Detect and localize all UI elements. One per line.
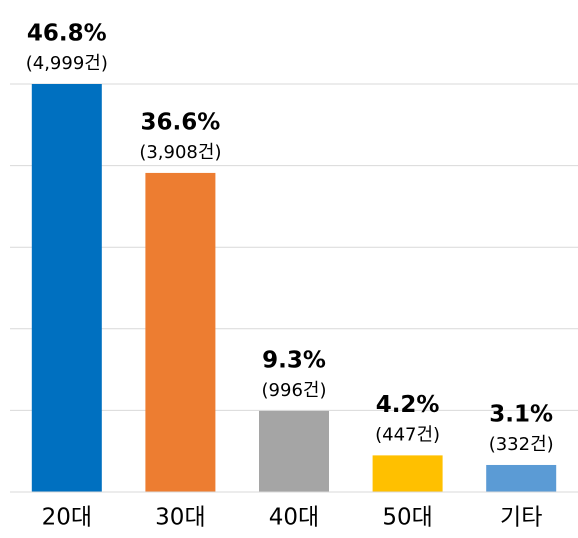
value-label: 3.1% (489, 401, 553, 427)
count-label: (447건) (375, 424, 440, 445)
x-tick-label: 50대 (382, 505, 432, 531)
count-label: (996건) (262, 380, 327, 401)
value-label: 36.6% (141, 109, 221, 135)
x-tick-label: 40대 (269, 505, 319, 531)
x-tick-label: 20대 (42, 505, 92, 531)
bar (145, 172, 216, 492)
bar (259, 410, 329, 492)
bar (372, 455, 443, 492)
count-label: (4,999건) (26, 53, 108, 74)
bar (486, 464, 557, 492)
value-label: 4.2% (376, 392, 440, 418)
bar (31, 84, 102, 492)
count-label: (3,908건) (139, 142, 221, 163)
value-label: 9.3% (262, 347, 326, 373)
x-tick-label: 기타 (500, 505, 542, 531)
value-label: 46.8% (27, 21, 107, 47)
x-tick-label: 30대 (155, 505, 205, 531)
count-label: (332건) (489, 434, 554, 455)
